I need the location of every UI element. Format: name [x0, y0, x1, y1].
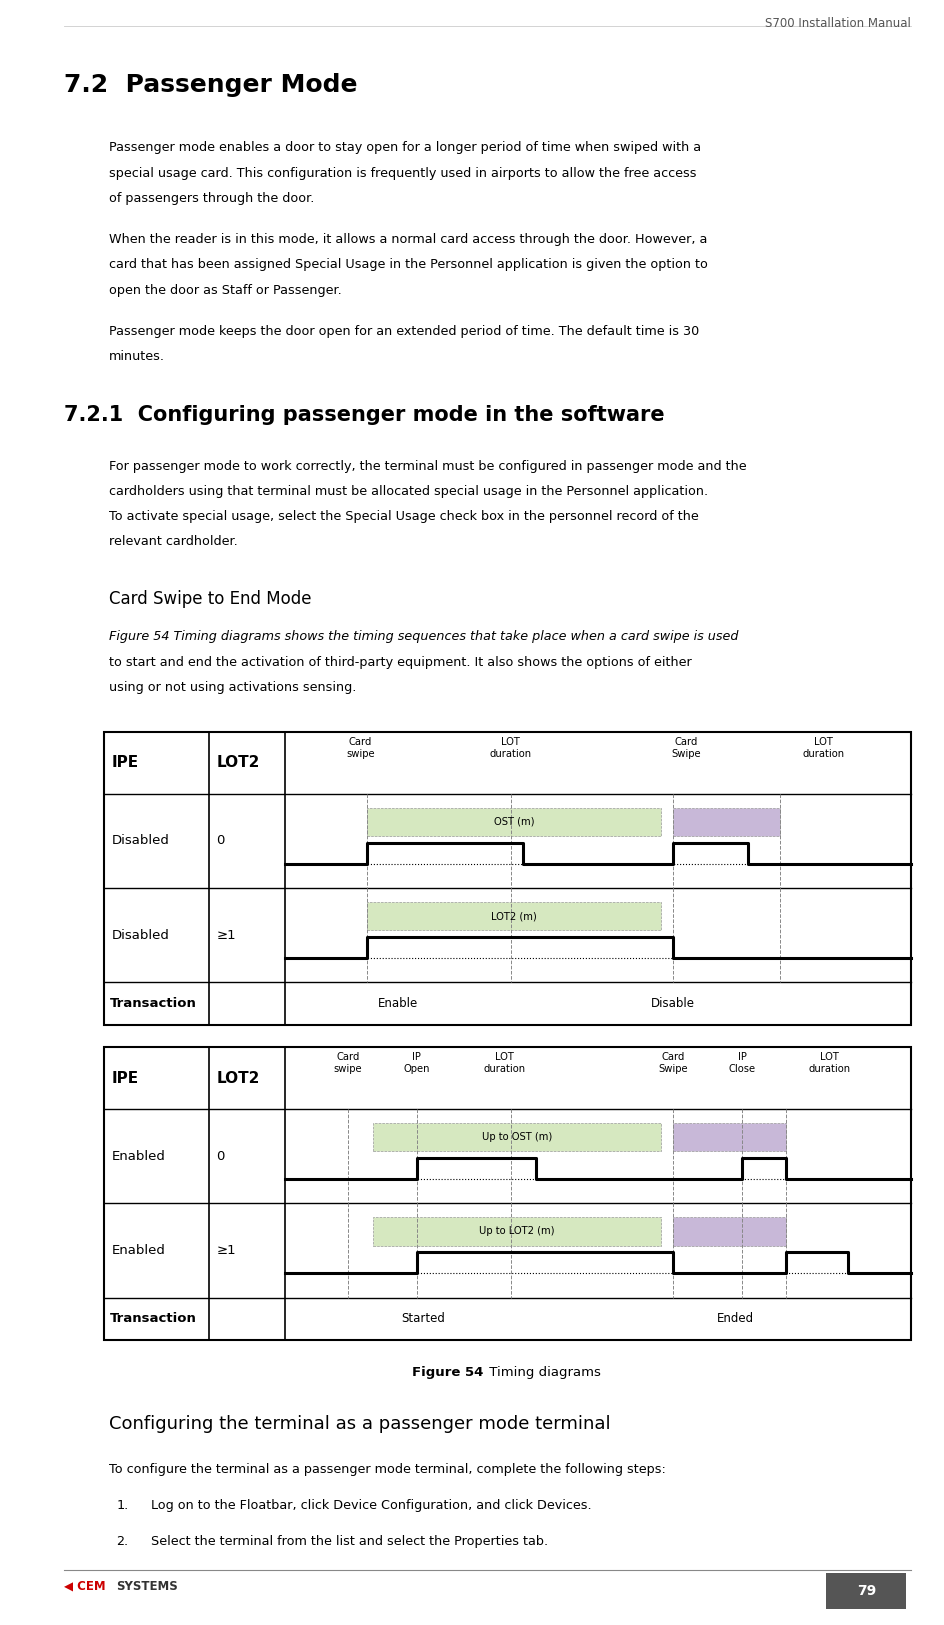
Bar — [673, 1123, 785, 1150]
Text: To activate special usage, select the Special Usage check box in the personnel r: To activate special usage, select the Sp… — [109, 510, 699, 523]
Text: SYSTEMS: SYSTEMS — [116, 1580, 177, 1592]
Text: LOT
duration: LOT duration — [802, 736, 845, 759]
Text: Up to OST (m): Up to OST (m) — [481, 1133, 552, 1142]
Text: ≥1: ≥1 — [216, 1243, 236, 1256]
Text: cardholders using that terminal must be allocated special usage in the Personnel: cardholders using that terminal must be … — [109, 484, 708, 497]
Text: relevant cardholder.: relevant cardholder. — [109, 535, 237, 548]
Text: minutes.: minutes. — [109, 349, 164, 362]
Text: Transaction: Transaction — [110, 996, 196, 1009]
Text: OST (m): OST (m) — [494, 817, 534, 827]
Text: Up to LOT2 (m): Up to LOT2 (m) — [480, 1227, 555, 1237]
Text: 7.2  Passenger Mode: 7.2 Passenger Mode — [64, 73, 358, 98]
Text: LOT2 (m): LOT2 (m) — [491, 912, 536, 921]
Text: 79: 79 — [857, 1584, 876, 1597]
Text: Card
Swipe: Card Swipe — [659, 1051, 688, 1074]
Bar — [367, 902, 661, 930]
Text: 0: 0 — [216, 1149, 225, 1162]
Text: Disable: Disable — [651, 996, 696, 1009]
Text: 1.: 1. — [116, 1498, 128, 1511]
Text: Select the terminal from the list and select the Properties tab.: Select the terminal from the list and se… — [151, 1534, 548, 1547]
Text: 0: 0 — [216, 834, 225, 847]
Text: Ended: Ended — [717, 1311, 754, 1324]
Text: Log on to the Floatbar, click Device Configuration, and click Devices.: Log on to the Floatbar, click Device Con… — [151, 1498, 592, 1511]
Text: Card
Swipe: Card Swipe — [671, 736, 700, 759]
Text: open the door as Staff or Passenger.: open the door as Staff or Passenger. — [109, 283, 342, 296]
Text: Enable: Enable — [378, 996, 418, 1009]
Text: special usage card. This configuration is frequently used in airports to allow t: special usage card. This configuration i… — [109, 166, 696, 179]
Text: to start and end the activation of third-party equipment. It also shows the opti: to start and end the activation of third… — [109, 655, 691, 668]
Text: ◀ CEM: ◀ CEM — [64, 1580, 106, 1592]
Text: Timing diagrams: Timing diagrams — [485, 1365, 600, 1378]
Text: LOT
duration: LOT duration — [490, 736, 531, 759]
Text: Enabled: Enabled — [111, 1149, 165, 1162]
Text: S700 Installation Manual: S700 Installation Manual — [765, 16, 911, 29]
Text: For passenger mode to work correctly, the terminal must be configured in passeng: For passenger mode to work correctly, th… — [109, 460, 746, 473]
Text: ≥1: ≥1 — [216, 928, 236, 941]
Text: Figure 54 Timing diagrams shows the timing sequences that take place when a card: Figure 54 Timing diagrams shows the timi… — [109, 630, 738, 644]
Text: IP
Close: IP Close — [729, 1051, 755, 1074]
Text: Disabled: Disabled — [111, 928, 169, 941]
Text: IPE: IPE — [111, 1071, 139, 1086]
Text: Passenger mode enables a door to stay open for a longer period of time when swip: Passenger mode enables a door to stay op… — [109, 141, 700, 154]
Text: 7.2.1  Configuring passenger mode in the software: 7.2.1 Configuring passenger mode in the … — [64, 405, 665, 424]
Bar — [373, 1123, 661, 1150]
Text: Configuring the terminal as a passenger mode terminal: Configuring the terminal as a passenger … — [109, 1414, 610, 1433]
Bar — [367, 808, 661, 835]
Text: of passengers through the door.: of passengers through the door. — [109, 192, 314, 205]
Text: Enabled: Enabled — [111, 1243, 165, 1256]
Text: To configure the terminal as a passenger mode terminal, complete the following s: To configure the terminal as a passenger… — [109, 1462, 666, 1476]
Text: Disabled: Disabled — [111, 834, 169, 847]
Bar — [104, 731, 911, 1024]
Text: Transaction: Transaction — [110, 1311, 196, 1324]
Text: LOT2: LOT2 — [216, 1071, 260, 1086]
Bar — [673, 808, 780, 835]
Bar — [826, 1573, 906, 1609]
Text: using or not using activations sensing.: using or not using activations sensing. — [109, 681, 356, 694]
Bar — [104, 1046, 911, 1339]
Bar — [673, 1217, 785, 1245]
Text: IP
Open: IP Open — [403, 1051, 430, 1074]
Text: LOT2: LOT2 — [216, 756, 260, 770]
Text: Passenger mode keeps the door open for an extended period of time. The default t: Passenger mode keeps the door open for a… — [109, 325, 699, 338]
Text: 2.: 2. — [116, 1534, 128, 1547]
Text: card that has been assigned Special Usage in the Personnel application is given : card that has been assigned Special Usag… — [109, 258, 707, 271]
Text: When the reader is in this mode, it allows a normal card access through the door: When the reader is in this mode, it allo… — [109, 232, 707, 245]
Text: LOT
duration: LOT duration — [809, 1051, 851, 1074]
Text: Card Swipe to End Mode: Card Swipe to End Mode — [109, 590, 312, 608]
Text: Figure 54: Figure 54 — [413, 1365, 483, 1378]
Text: IPE: IPE — [111, 756, 139, 770]
Bar — [373, 1217, 661, 1245]
Text: Started: Started — [401, 1311, 445, 1324]
Text: Card
swipe: Card swipe — [333, 1051, 362, 1074]
Text: Card
swipe: Card swipe — [346, 736, 375, 759]
Text: LOT
duration: LOT duration — [483, 1051, 526, 1074]
